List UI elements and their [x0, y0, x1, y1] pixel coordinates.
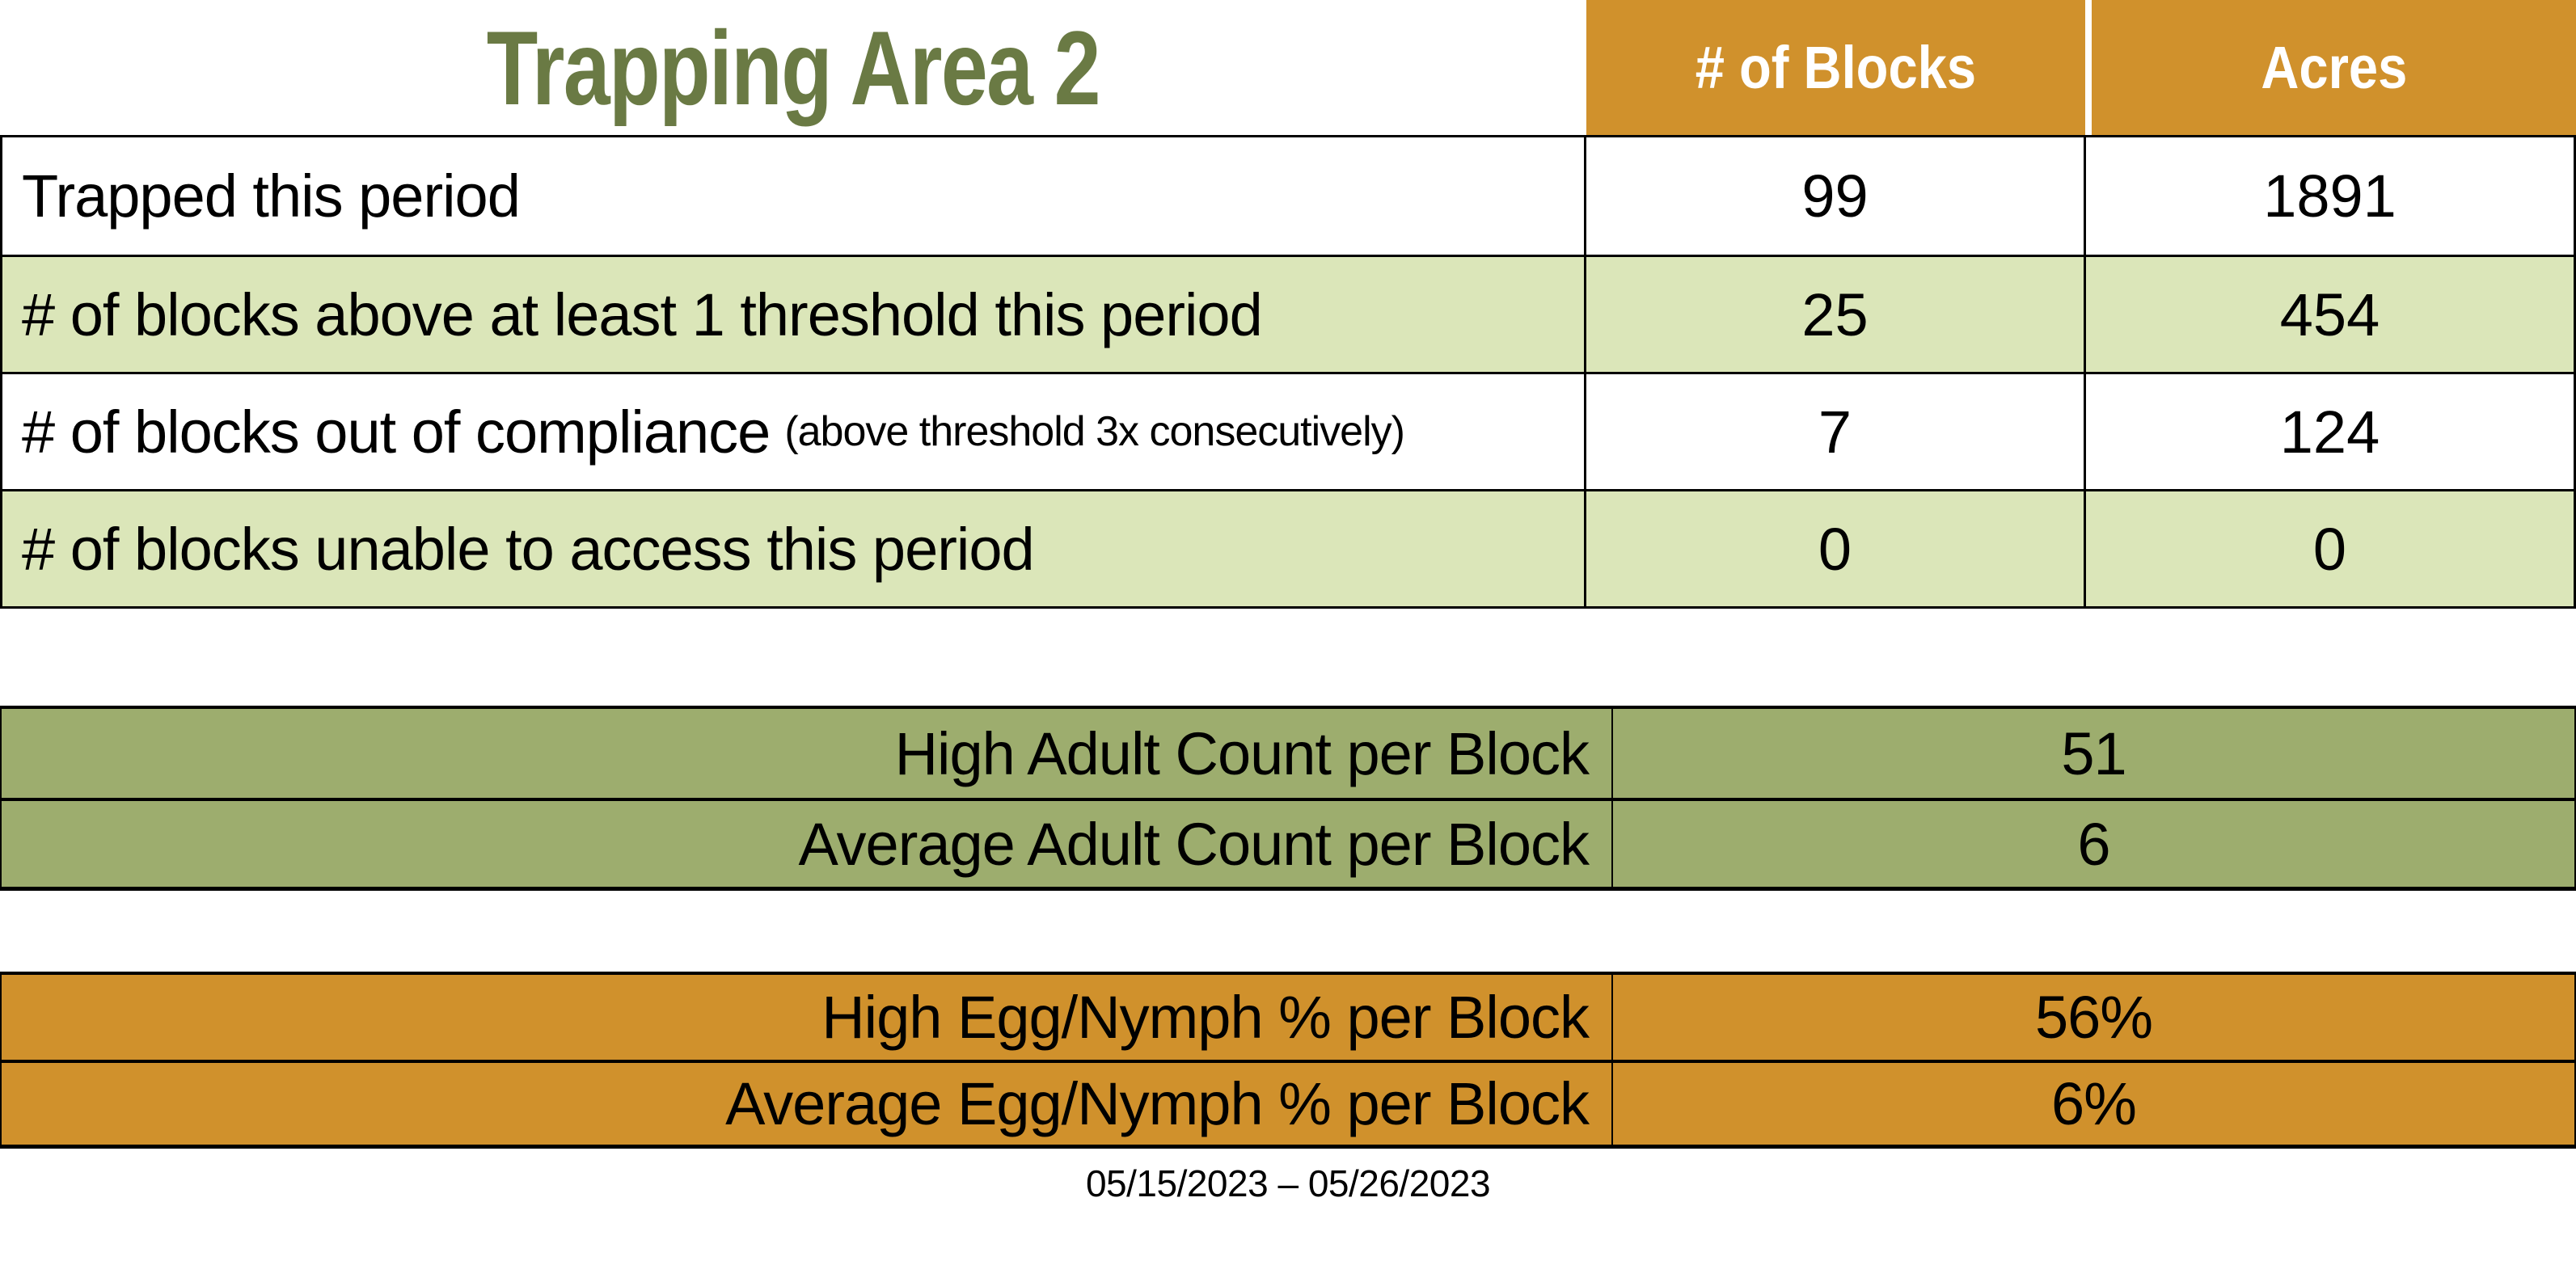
table-row-unable-to-access: # of blocks unable to access this period…	[2, 489, 2574, 606]
acres-value-cell: 0	[2086, 491, 2574, 606]
row-label: Trapped this period	[22, 162, 521, 230]
summary-table: Trapped this period 99 1891 # of blocks …	[0, 135, 2576, 609]
metric-value: 51	[2061, 719, 2126, 787]
metric-label-cell: High Egg/Nymph % per Block	[2, 975, 1613, 1060]
metric-value-cell: 51	[1613, 709, 2574, 798]
acres-value-cell: 454	[2086, 257, 2574, 372]
row-label: # of blocks above at least 1 threshold t…	[22, 280, 1263, 348]
row-label-cell: Trapped this period	[2, 137, 1586, 255]
row-label-cell: # of blocks out of compliance (above thr…	[2, 374, 1586, 489]
acres-value: 454	[2279, 280, 2380, 348]
blocks-value: 99	[1801, 162, 1869, 230]
blocks-value-cell: 25	[1586, 257, 2086, 372]
row-label: # of blocks out of compliance	[22, 398, 771, 466]
metric-value: 6	[2077, 810, 2110, 878]
metric-label-cell: High Adult Count per Block	[2, 709, 1613, 798]
column-header-divider	[2085, 0, 2092, 135]
metric-label-cell: Average Egg/Nymph % per Block	[2, 1063, 1613, 1145]
metric-value: 6%	[2051, 1070, 2137, 1137]
summary-table-header: Trapping Area 2 # of Blocks Acres	[0, 0, 2576, 135]
table-row-average-egg-nymph: Average Egg/Nymph % per Block 6%	[2, 1060, 2574, 1145]
acres-value-cell: 124	[2086, 374, 2574, 489]
blocks-value-cell: 99	[1586, 137, 2086, 255]
metric-label: Average Egg/Nymph % per Block	[725, 1070, 1590, 1137]
acres-value: 0	[2312, 515, 2347, 583]
metric-label: Average Adult Count per Block	[798, 810, 1590, 878]
row-label-cell: # of blocks above at least 1 threshold t…	[2, 257, 1586, 372]
blocks-value: 0	[1818, 515, 1852, 583]
row-label: # of blocks unable to access this period	[22, 515, 1035, 583]
metric-value-cell: 6%	[1613, 1063, 2574, 1145]
column-header-acres: Acres	[2092, 0, 2576, 135]
row-label-note: (above threshold 3x consecutively)	[784, 408, 1405, 455]
column-header-blocks-label: # of Blocks	[1695, 34, 1977, 101]
table-row-high-egg-nymph: High Egg/Nymph % per Block 56%	[2, 975, 2574, 1060]
metric-label-cell: Average Adult Count per Block	[2, 801, 1613, 887]
table-row-high-adult-count: High Adult Count per Block 51	[2, 709, 2574, 798]
blocks-value-cell: 7	[1586, 374, 2086, 489]
page-title: Trapping Area 2	[486, 8, 1101, 127]
date-range: 05/15/2023 – 05/26/2023	[1085, 1162, 1491, 1204]
table-row-trapped: Trapped this period 99 1891	[2, 137, 2574, 255]
row-label-cell: # of blocks unable to access this period	[2, 491, 1586, 606]
table-row-average-adult-count: Average Adult Count per Block 6	[2, 798, 2574, 887]
page-title-cell: Trapping Area 2	[0, 0, 1586, 135]
acres-value-cell: 1891	[2086, 137, 2574, 255]
metric-label: High Egg/Nymph % per Block	[821, 984, 1590, 1051]
blocks-value-cell: 0	[1586, 491, 2086, 606]
column-header-acres-label: Acres	[2260, 34, 2408, 101]
metric-value-cell: 56%	[1613, 975, 2574, 1060]
metric-value: 56%	[2034, 984, 2153, 1051]
blocks-value: 7	[1818, 398, 1852, 466]
table-row-above-threshold: # of blocks above at least 1 threshold t…	[2, 255, 2574, 372]
metric-label: High Adult Count per Block	[894, 719, 1590, 787]
adult-count-table: High Adult Count per Block 51 Average Ad…	[0, 706, 2576, 891]
metric-value-cell: 6	[1613, 801, 2574, 887]
column-header-blocks: # of Blocks	[1586, 0, 2085, 135]
table-row-out-of-compliance: # of blocks out of compliance (above thr…	[2, 372, 2574, 489]
acres-value: 124	[2279, 398, 2380, 466]
egg-nymph-table: High Egg/Nymph % per Block 56% Average E…	[0, 972, 2576, 1149]
blocks-value: 25	[1801, 280, 1869, 348]
acres-value: 1891	[2263, 162, 2397, 230]
